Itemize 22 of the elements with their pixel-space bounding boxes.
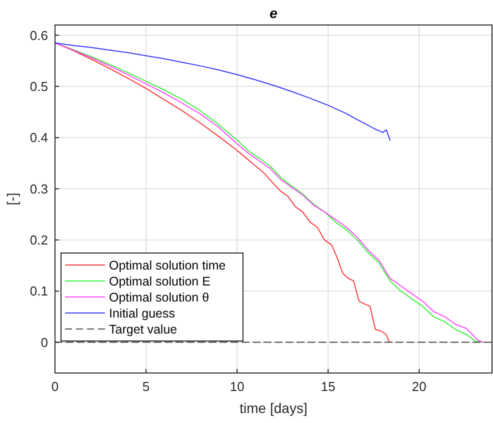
legend-label: Initial guess (109, 306, 176, 320)
x-tick-label: 20 (412, 379, 426, 394)
line-series (55, 42, 391, 141)
y-tick-label: 0 (40, 334, 48, 350)
legend-label: Target value (109, 322, 178, 336)
x-tick-label: 0 (51, 379, 59, 394)
chart-title: e (270, 5, 278, 21)
y-tick-label: 0.3 (30, 181, 48, 196)
line-series (55, 42, 390, 343)
legend-label: Optimal solution θ (109, 290, 210, 304)
y-tick-label: 0.6 (30, 28, 48, 43)
y-tick-label: 0.1 (30, 284, 48, 299)
x-axis-title: time [days] (240, 400, 308, 416)
y-tick-label: 0.5 (30, 78, 48, 94)
y-axis-title: [-] (4, 192, 20, 206)
y-tick-label: 0.2 (30, 232, 48, 248)
legend-label: Optimal solution E (109, 274, 210, 288)
legend-label: Optimal solution time (109, 258, 226, 272)
x-tick-label: 15 (320, 379, 336, 394)
y-tick-label: 0.4 (30, 130, 48, 146)
x-tick-label: 10 (230, 379, 244, 394)
x-tick-label: 5 (142, 379, 150, 394)
